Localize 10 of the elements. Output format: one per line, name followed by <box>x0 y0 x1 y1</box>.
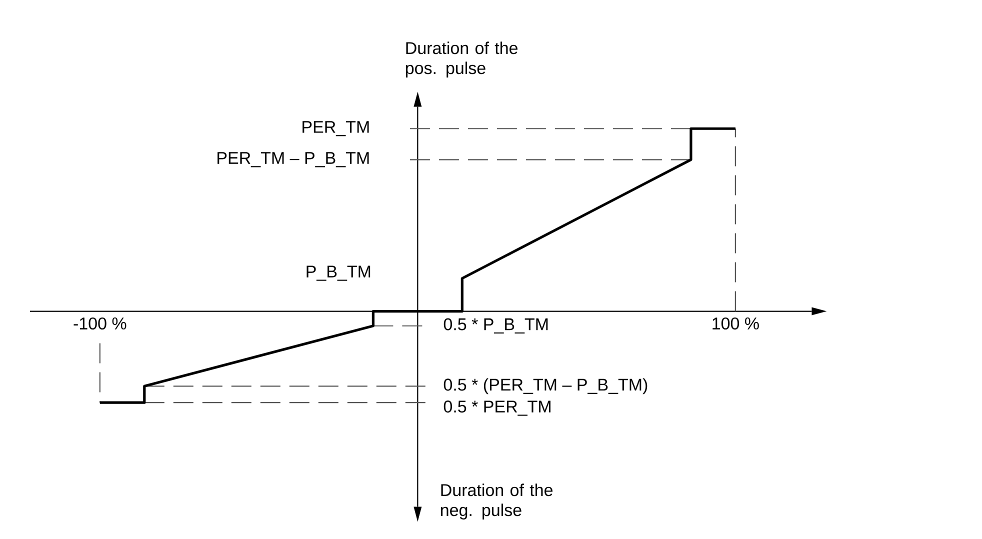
text: Duration of the neg. pulse <box>441 484 553 520</box>
ref-line-label: 0.5 * (PER_TM – P_B_TM) <box>444 378 648 394</box>
ref-line-label: PER_TM – P_B_TM <box>218 152 369 168</box>
ref-line-label: 0.5 * P_B_TM <box>444 318 548 334</box>
ref-line-label: 0.5 * PER_TM <box>444 400 550 416</box>
x-tick-label: 100 % <box>712 317 759 330</box>
x-tick-label: -100 % <box>74 317 126 330</box>
ref-line-label: PER_TM <box>302 121 369 136</box>
y-axis-title: Duration of the pos. pulse <box>406 42 518 78</box>
annotation: P_B_TM <box>306 266 370 281</box>
